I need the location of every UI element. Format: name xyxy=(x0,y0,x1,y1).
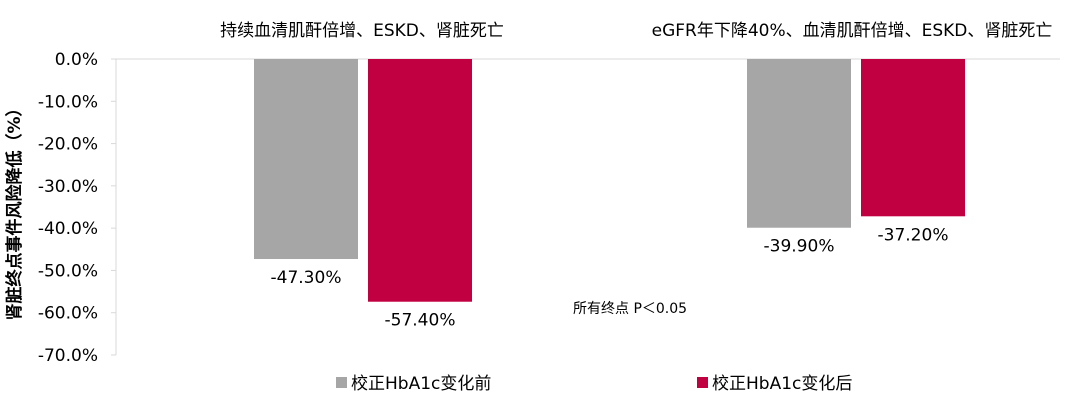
y-tick-label: -60.0% xyxy=(38,304,98,324)
category-title: eGFR年下降40%、血清肌酐倍增、ESKD、肾脏死亡 xyxy=(652,21,1053,41)
y-tick-label: 0.0% xyxy=(55,50,98,70)
bar xyxy=(368,59,472,302)
data-label: -57.40% xyxy=(385,311,456,331)
annotation: 所有终点 P＜0.05 xyxy=(573,301,687,317)
bar xyxy=(747,59,851,228)
y-axis-label: 肾脏终点事件风险降低（%） xyxy=(4,99,25,320)
y-tick-label: -70.0% xyxy=(38,346,98,366)
data-label: -37.20% xyxy=(878,225,949,245)
y-tick-label: -30.0% xyxy=(38,177,98,197)
bar xyxy=(254,59,358,260)
data-label: -47.30% xyxy=(271,268,342,288)
y-tick-label: -40.0% xyxy=(38,219,98,239)
legend-swatch xyxy=(697,377,708,388)
legend-label: 校正HbA1c变化后 xyxy=(712,374,852,394)
category-title: 持续血清肌酐倍增、ESKD、肾脏死亡 xyxy=(220,21,504,41)
y-tick-label: -20.0% xyxy=(38,135,98,155)
legend-swatch xyxy=(336,377,347,388)
y-tick-label: -10.0% xyxy=(38,92,98,112)
legend-label: 校正HbA1c变化前 xyxy=(351,374,491,394)
data-label: -39.90% xyxy=(764,237,835,257)
bar xyxy=(861,59,965,217)
y-tick-label: -50.0% xyxy=(38,261,98,281)
